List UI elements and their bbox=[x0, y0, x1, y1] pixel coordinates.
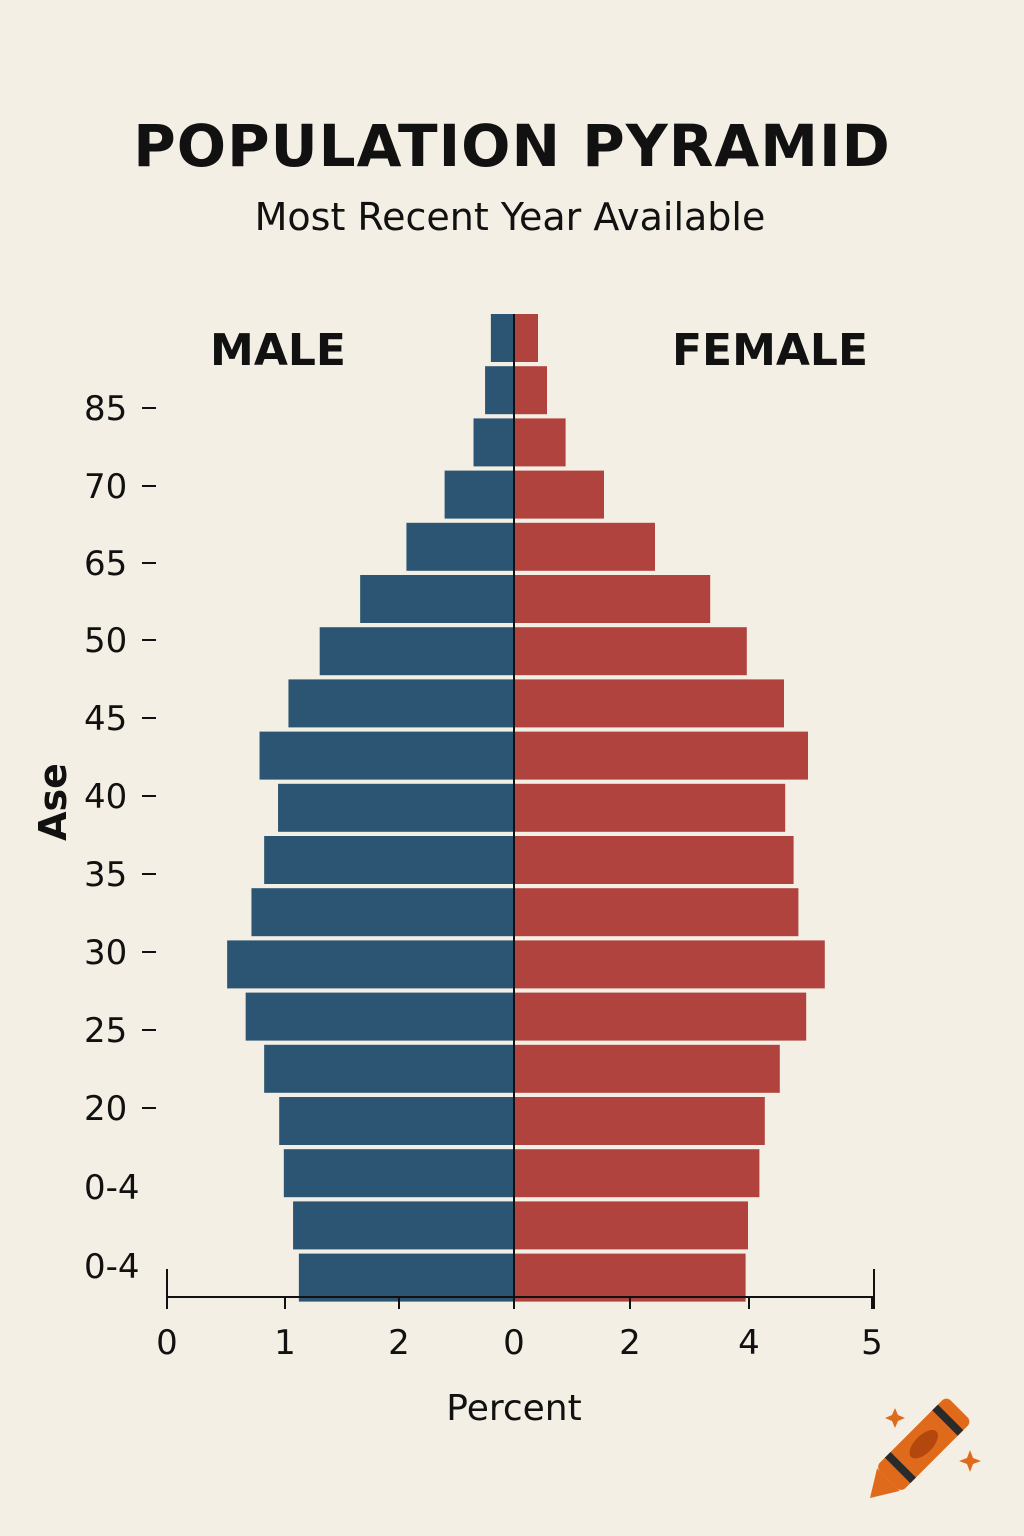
x-tick-label: 2 bbox=[388, 1323, 410, 1363]
male-bar bbox=[259, 731, 514, 780]
y-axis-title: Ase bbox=[31, 763, 75, 841]
age-tick-label: 65 bbox=[84, 544, 127, 584]
female-bar bbox=[514, 522, 655, 571]
chart-title: POPULATION PYRAMID bbox=[133, 112, 890, 180]
male-bar bbox=[264, 836, 514, 884]
female-bar bbox=[514, 992, 807, 1041]
male-bar bbox=[283, 1149, 514, 1198]
male-label: MALE bbox=[210, 325, 346, 376]
male-bar bbox=[245, 992, 515, 1041]
chart-subtitle: Most Recent Year Available bbox=[255, 195, 766, 239]
age-tick-label: 20 bbox=[84, 1089, 127, 1129]
male-bar bbox=[278, 783, 514, 832]
x-tick-label: 5 bbox=[861, 1323, 883, 1363]
male-bar bbox=[490, 314, 514, 362]
female-bar bbox=[514, 1149, 760, 1198]
female-bar bbox=[514, 1253, 746, 1302]
female-bar bbox=[514, 731, 808, 780]
bars-group bbox=[227, 314, 825, 1302]
female-bar bbox=[514, 888, 799, 937]
female-bar bbox=[514, 575, 711, 623]
x-tick-label: 4 bbox=[738, 1323, 760, 1363]
female-bar bbox=[514, 470, 604, 519]
male-bar bbox=[298, 1253, 514, 1302]
female-bar bbox=[514, 783, 786, 832]
female-bar bbox=[514, 679, 784, 728]
female-label: FEMALE bbox=[672, 325, 868, 376]
female-bar bbox=[514, 314, 538, 362]
female-bar bbox=[514, 1201, 748, 1250]
male-bar bbox=[444, 470, 514, 519]
age-tick-label: 25 bbox=[84, 1011, 127, 1051]
age-tick-label: 40 bbox=[84, 777, 127, 817]
x-tick-label: 2 bbox=[619, 1323, 641, 1363]
age-tick-label: 45 bbox=[84, 699, 127, 739]
male-bar bbox=[319, 627, 514, 676]
age-tick-label: 50 bbox=[84, 621, 127, 661]
age-tick-label: 70 bbox=[84, 467, 127, 507]
female-bar bbox=[514, 1044, 780, 1093]
female-bar bbox=[514, 366, 547, 415]
female-bar bbox=[514, 418, 566, 467]
x-tick-label: 0 bbox=[503, 1323, 525, 1363]
male-bar bbox=[473, 418, 514, 467]
male-bar bbox=[293, 1201, 514, 1250]
female-bar bbox=[514, 940, 825, 989]
female-bar bbox=[514, 1097, 765, 1145]
age-tick-label: 35 bbox=[84, 855, 127, 895]
age-tick-label: 30 bbox=[84, 933, 127, 973]
female-bar bbox=[514, 836, 794, 884]
male-bar bbox=[264, 1044, 514, 1093]
male-bar bbox=[279, 1097, 514, 1145]
age-tick-label: 0-4 bbox=[84, 1247, 140, 1287]
x-axis-title: Percent bbox=[446, 1388, 581, 1429]
male-bar bbox=[485, 366, 514, 415]
male-bar bbox=[227, 940, 514, 989]
female-bar bbox=[514, 627, 747, 676]
percent-axis: 0 1 2 0 2 4 5 bbox=[156, 1269, 883, 1363]
male-bar bbox=[360, 575, 514, 623]
age-axis: 85 70 65 50 45 40 35 30 25 20 0-4 0-4 bbox=[84, 389, 156, 1287]
crayon-logo-icon bbox=[870, 1398, 981, 1498]
male-bar bbox=[288, 679, 514, 728]
age-tick-label: 0-4 bbox=[84, 1168, 140, 1208]
age-tick-label: 85 bbox=[84, 389, 127, 429]
x-tick-label: 1 bbox=[274, 1323, 296, 1363]
male-bar bbox=[251, 888, 515, 937]
male-bar bbox=[406, 522, 514, 571]
x-tick-label: 0 bbox=[156, 1323, 178, 1363]
